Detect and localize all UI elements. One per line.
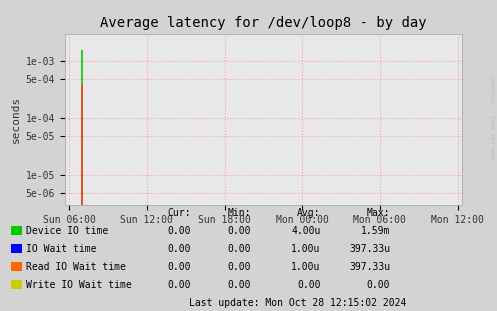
Text: 0.00: 0.00 (228, 226, 251, 236)
Text: Max:: Max: (367, 208, 390, 218)
Text: 397.33u: 397.33u (349, 262, 390, 272)
Text: Min:: Min: (228, 208, 251, 218)
Text: Write IO Wait time: Write IO Wait time (26, 280, 132, 290)
Text: 0.00: 0.00 (228, 280, 251, 290)
Text: RRDTOOL / TOBI OETIKER: RRDTOOL / TOBI OETIKER (490, 77, 495, 160)
Y-axis label: seconds: seconds (11, 96, 21, 143)
Text: 4.00u: 4.00u (291, 226, 321, 236)
Text: 1.00u: 1.00u (291, 262, 321, 272)
Text: Cur:: Cur: (168, 208, 191, 218)
Text: Device IO time: Device IO time (26, 226, 108, 236)
Text: Read IO Wait time: Read IO Wait time (26, 262, 126, 272)
Text: 0.00: 0.00 (228, 244, 251, 254)
Text: Last update: Mon Oct 28 12:15:02 2024: Last update: Mon Oct 28 12:15:02 2024 (189, 298, 406, 308)
Text: 397.33u: 397.33u (349, 244, 390, 254)
Text: 0.00: 0.00 (297, 280, 321, 290)
Text: 0.00: 0.00 (367, 280, 390, 290)
Text: 0.00: 0.00 (228, 262, 251, 272)
Text: 0.00: 0.00 (168, 226, 191, 236)
Text: IO Wait time: IO Wait time (26, 244, 96, 254)
Text: 0.00: 0.00 (168, 280, 191, 290)
Text: 0.00: 0.00 (168, 244, 191, 254)
Text: 1.59m: 1.59m (361, 226, 390, 236)
Title: Average latency for /dev/loop8 - by day: Average latency for /dev/loop8 - by day (100, 16, 427, 30)
Text: 0.00: 0.00 (168, 262, 191, 272)
Text: 1.00u: 1.00u (291, 244, 321, 254)
Text: Avg:: Avg: (297, 208, 321, 218)
